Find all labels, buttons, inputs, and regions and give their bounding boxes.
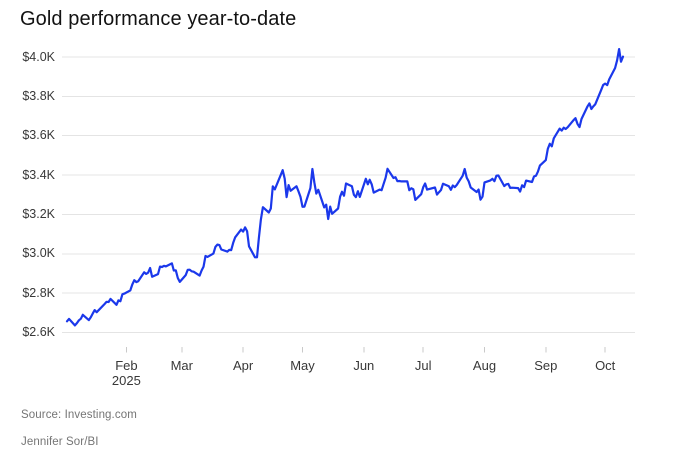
x-axis-label: Mar [170,358,193,373]
chart-title: Gold performance year-to-date [20,8,297,30]
x-axis-label: Oct [595,358,616,373]
x-axis-sublabel: 2025 [111,372,141,388]
x-axis-label: May [290,358,315,373]
x-axis-label: Feb 2025 [96,358,156,388]
x-axis-label: Jun [353,358,375,373]
y-axis-label: $3.0K [22,246,55,261]
y-axis-label: $2.6K [22,325,55,339]
x-axis-label: Sep [534,358,558,373]
gold-price-line [65,47,625,327]
y-axis-label: $2.8K [22,285,55,300]
source-note: Source: Investing.com [21,409,137,421]
x-axis-label: Jul [414,358,432,373]
x-axis-label: Aug [472,358,497,373]
y-axis-label: $4.0K [22,49,55,64]
y-axis-label: $3.8K [22,88,55,103]
byline: Jennifer Sor/BI [21,436,99,448]
y-axis-label: $3.4K [22,167,55,182]
y-axis-label: $3.2K [22,206,55,221]
y-axis-label: $3.6K [22,128,55,143]
x-axis-label: Apr [232,358,254,373]
